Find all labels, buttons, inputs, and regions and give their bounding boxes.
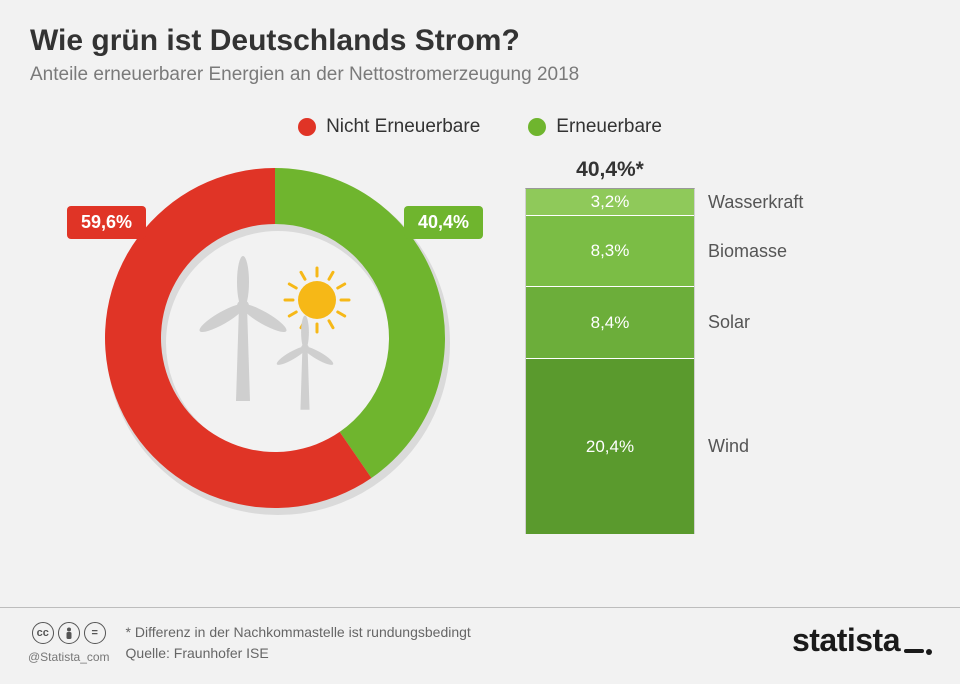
legend: Nicht Erneuerbare Erneuerbare [0,116,960,138]
bar-segment-value: 3,2% [591,192,630,212]
twitter-handle: @Statista_com [28,650,110,664]
nd-icon: = [84,622,106,644]
bar-segment-label: Wind [708,436,749,457]
footer-note: * Differenz in der Nachkommastelle ist r… [126,622,471,643]
brand-logo: statista [792,622,932,659]
pct-text-renewable: 40,4% [418,212,469,232]
center-illustration [95,158,455,518]
page-subtitle: Anteile erneuerbarer Energien an der Net… [30,64,930,86]
bar-segment: 8,3%Biomasse [526,216,694,287]
footer-text: * Differenz in der Nachkommastelle ist r… [126,622,471,664]
pct-label-renewable: 40,4% [404,206,483,239]
by-icon [58,622,80,644]
cc-license-icons: cc = @Statista_com [28,622,110,664]
bar-segment: 8,4%Solar [526,287,694,359]
donut-chart: 59,6% 40,4% [95,158,455,518]
bar-segment-value: 8,3% [591,241,630,261]
legend-dot-nonrenewable [298,118,316,136]
bar-segment-label: Wasserkraft [708,192,803,213]
footer: cc = @Statista_com * Differenz in der Na… [0,607,960,684]
header: Wie grün ist Deutschlands Strom? Anteile… [0,0,960,90]
pct-text-nonrenewable: 59,6% [81,212,132,232]
legend-dot-renewable [528,118,546,136]
bar-column: 3,2%Wasserkraft8,3%Biomasse8,4%Solar20,4… [525,188,695,534]
bar-total-label: 40,4%* [525,158,695,182]
turbines-sun-icon [165,228,385,448]
cc-icon: cc [32,622,54,644]
bar-segment-label: Solar [708,312,750,333]
bar-segment-value: 20,4% [586,437,634,457]
brand-swoosh-icon [904,653,932,659]
footer-left: cc = @Statista_com * Differenz in der Na… [28,622,471,664]
bar-segment: 20,4%Wind [526,359,694,534]
bar-segment: 3,2%Wasserkraft [526,189,694,216]
content: 59,6% 40,4% 40,4%* 3,2%Wasserkraft8,3%Bi… [0,138,960,534]
legend-label-nonrenewable: Nicht Erneuerbare [326,116,480,138]
legend-label-renewable: Erneuerbare [556,116,662,138]
brand-text: statista [792,622,900,659]
bar-segment-value: 8,4% [591,313,630,333]
stacked-bar: 40,4%* 3,2%Wasserkraft8,3%Biomasse8,4%So… [525,158,695,534]
footer-source: Quelle: Fraunhofer ISE [126,643,471,664]
legend-item-nonrenewable: Nicht Erneuerbare [298,116,480,138]
legend-item-renewable: Erneuerbare [528,116,662,138]
bar-segment-label: Biomasse [708,241,787,262]
page-title: Wie grün ist Deutschlands Strom? [30,24,930,58]
pct-label-nonrenewable: 59,6% [67,206,146,239]
